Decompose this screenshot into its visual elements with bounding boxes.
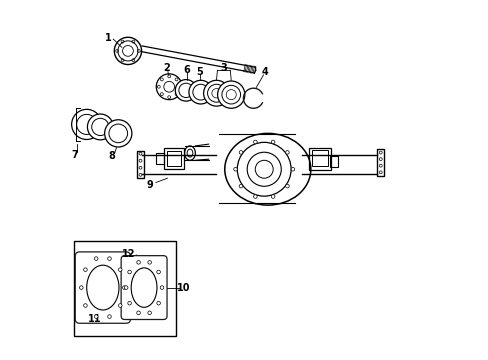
Circle shape bbox=[127, 270, 131, 274]
Circle shape bbox=[137, 311, 140, 315]
Circle shape bbox=[104, 120, 132, 147]
Circle shape bbox=[175, 80, 196, 101]
Text: 6: 6 bbox=[183, 65, 190, 75]
Bar bbox=[166, 151, 180, 166]
Circle shape bbox=[285, 150, 288, 154]
Ellipse shape bbox=[131, 268, 157, 307]
Text: 5: 5 bbox=[196, 67, 203, 77]
Text: 7: 7 bbox=[72, 150, 79, 160]
Circle shape bbox=[118, 268, 122, 271]
Circle shape bbox=[147, 261, 151, 264]
Bar bbox=[376, 149, 384, 176]
Circle shape bbox=[83, 268, 87, 271]
Circle shape bbox=[127, 301, 131, 305]
FancyBboxPatch shape bbox=[121, 256, 167, 319]
Circle shape bbox=[80, 286, 83, 289]
Text: 3: 3 bbox=[220, 63, 227, 73]
Circle shape bbox=[157, 301, 160, 305]
Bar bbox=[156, 153, 163, 164]
Circle shape bbox=[233, 167, 237, 171]
Circle shape bbox=[94, 315, 98, 318]
Text: 10: 10 bbox=[177, 283, 190, 293]
Text: 9: 9 bbox=[146, 180, 153, 190]
Circle shape bbox=[107, 315, 111, 318]
Circle shape bbox=[203, 80, 229, 106]
Circle shape bbox=[147, 311, 151, 315]
Circle shape bbox=[188, 80, 212, 104]
Ellipse shape bbox=[224, 134, 310, 205]
Circle shape bbox=[271, 195, 274, 198]
Circle shape bbox=[107, 257, 111, 260]
Bar bbox=[163, 148, 183, 169]
Circle shape bbox=[83, 304, 87, 307]
Circle shape bbox=[137, 261, 140, 264]
Circle shape bbox=[253, 140, 257, 144]
Circle shape bbox=[217, 81, 244, 108]
Polygon shape bbox=[141, 46, 244, 71]
Text: 4: 4 bbox=[262, 67, 268, 77]
Circle shape bbox=[239, 184, 243, 188]
FancyBboxPatch shape bbox=[75, 252, 130, 323]
Circle shape bbox=[271, 140, 274, 144]
Text: 12: 12 bbox=[122, 249, 136, 259]
Text: 1: 1 bbox=[104, 33, 111, 43]
Circle shape bbox=[285, 184, 288, 188]
Circle shape bbox=[122, 286, 126, 289]
Bar bbox=[137, 151, 144, 178]
Circle shape bbox=[290, 167, 294, 171]
Circle shape bbox=[124, 286, 128, 289]
Ellipse shape bbox=[86, 265, 119, 310]
Bar bbox=[329, 156, 337, 167]
Circle shape bbox=[118, 304, 122, 307]
Text: 11: 11 bbox=[88, 314, 101, 324]
Circle shape bbox=[239, 150, 243, 154]
Bar bbox=[308, 148, 330, 170]
Circle shape bbox=[72, 109, 102, 139]
Circle shape bbox=[156, 74, 182, 100]
Text: 8: 8 bbox=[108, 150, 115, 161]
Text: 2: 2 bbox=[163, 63, 169, 73]
Ellipse shape bbox=[237, 142, 290, 196]
Bar bbox=[74, 241, 176, 336]
Circle shape bbox=[157, 270, 160, 274]
Circle shape bbox=[253, 195, 257, 198]
Circle shape bbox=[160, 286, 163, 289]
Circle shape bbox=[94, 257, 98, 260]
Circle shape bbox=[114, 37, 142, 64]
Circle shape bbox=[87, 114, 113, 140]
Bar bbox=[311, 150, 327, 166]
